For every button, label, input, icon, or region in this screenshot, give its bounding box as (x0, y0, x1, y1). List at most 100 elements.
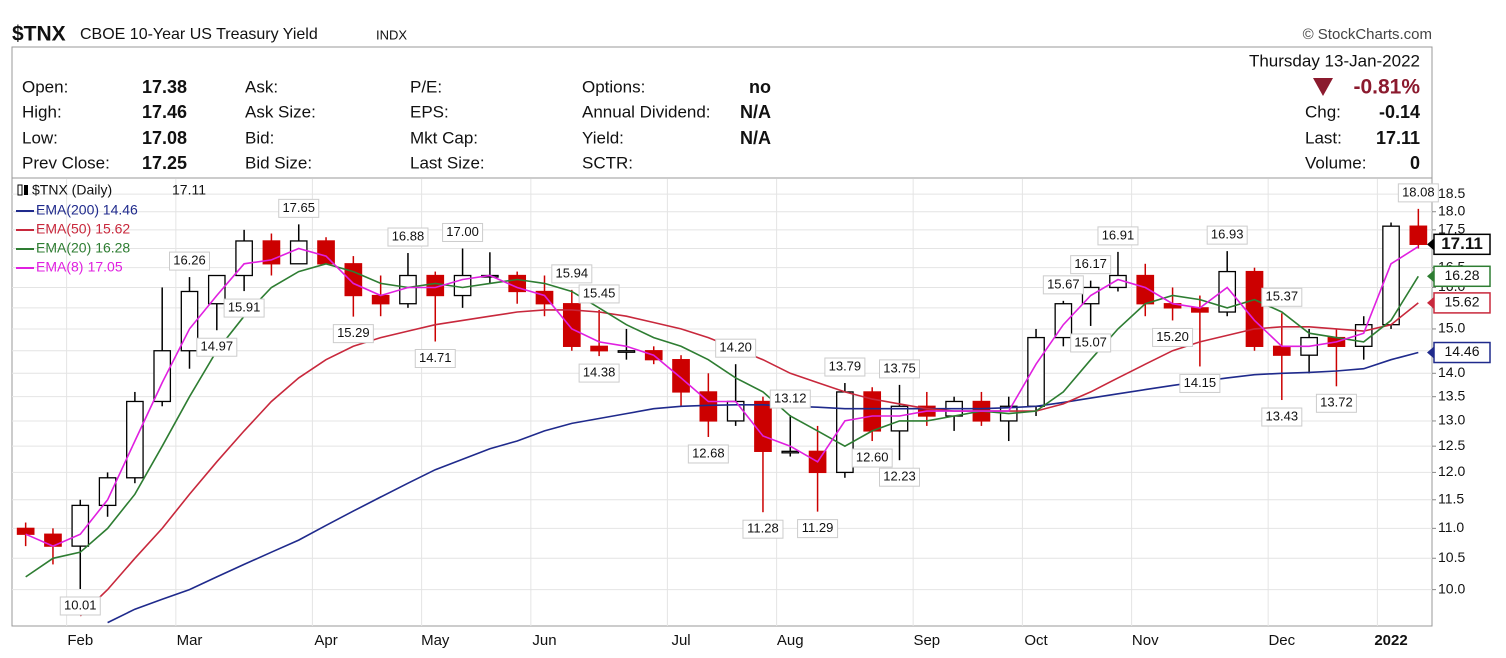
quote-label: P/E: (410, 77, 442, 96)
annotation-label: 15.29 (337, 325, 370, 340)
symbol: $TNX (12, 23, 66, 46)
legend-name: EMA(50) (36, 221, 91, 237)
summary-label: Volume: (1305, 153, 1366, 172)
annotation-label: 10.01 (64, 597, 97, 612)
y-tick-label: 13.5 (1438, 387, 1465, 403)
annotation-label: 14.15 (1184, 375, 1217, 390)
candle-body (890, 405, 909, 432)
annotation-label: 14.20 (719, 340, 752, 355)
price-pointer (1427, 238, 1434, 251)
annotation-box (879, 467, 920, 487)
annotation-box (1070, 333, 1112, 353)
legend-value: 14.46 (103, 202, 138, 218)
candle-body (562, 303, 581, 347)
quote-value: 17.08 (142, 128, 187, 148)
annotation-label: 13.75 (883, 360, 916, 375)
candle-body (289, 240, 308, 265)
annotation-box (578, 284, 620, 304)
price-pointer (1427, 296, 1434, 309)
candle-body (16, 527, 35, 535)
quote-label: Mkt Cap: (410, 128, 478, 147)
annotation-label: 17.00 (446, 224, 479, 239)
frame (11, 46, 1433, 627)
candle-body (590, 345, 608, 352)
x-tick-label: Aug (777, 632, 804, 649)
candle-body (317, 240, 335, 265)
y-tick-label: 18.0 (1438, 202, 1465, 218)
legend-name: EMA(200) (36, 202, 99, 218)
legend-icon (24, 185, 28, 195)
annotation-label: 11.29 (802, 520, 834, 535)
quote-label: Low: (22, 128, 58, 147)
annotation-box (1097, 226, 1139, 246)
annotation-box (551, 264, 593, 284)
price-box-label: 17.11 (1441, 234, 1483, 253)
x-tick-label: Sep (913, 632, 940, 649)
candle-body (153, 350, 172, 403)
annotation-box (414, 348, 456, 368)
quote-label: Yield: (582, 128, 624, 147)
summary-value: -0.14 (1379, 102, 1420, 122)
price-box-label: 14.46 (1444, 343, 1479, 359)
quote-label: Annual Dividend: (582, 102, 711, 121)
x-tick-label: Apr (314, 632, 337, 649)
annotation-box (387, 227, 429, 247)
quote-label: EPS: (410, 102, 449, 121)
annotation-label: 11.28 (747, 521, 779, 536)
annotation-box (687, 444, 729, 464)
candle-body (836, 391, 854, 474)
candle-body (1218, 270, 1237, 313)
annotation-label: 16.88 (392, 228, 425, 243)
quote-value: 17.46 (142, 102, 187, 122)
y-tick-label: 17.5 (1438, 221, 1465, 237)
annotation-box (1315, 393, 1357, 413)
annotation-box (797, 519, 839, 539)
annotation-label: 15.45 (583, 285, 616, 300)
price-pointer (1427, 346, 1434, 359)
quote-label: Last Size: (410, 153, 485, 172)
annotation-box (1152, 327, 1194, 347)
quote-value: 17.38 (142, 77, 187, 97)
change-percent: -0.81% (1353, 76, 1420, 99)
annotation-box (278, 198, 320, 218)
annotation-box (742, 519, 784, 539)
annotation-label: 12.23 (883, 469, 916, 484)
y-tick-label: 12.5 (1438, 437, 1465, 453)
annotation-label: 16.26 (173, 253, 206, 268)
candle-body (672, 359, 690, 393)
annotation-label: 14.38 (583, 365, 616, 380)
candle-body (344, 263, 363, 297)
candle-body (1027, 336, 1045, 407)
exchange: INDX (376, 27, 407, 42)
candle-body (207, 274, 226, 305)
y-tick-label: 10.0 (1438, 580, 1465, 596)
candle-body (1245, 270, 1264, 347)
legend-value: 15.62 (95, 221, 130, 237)
annotation-box (1261, 287, 1303, 307)
quote-date: Thursday 13-Jan-2022 (1249, 51, 1420, 70)
y-tick-label: 11.0 (1438, 519, 1464, 535)
summary-value: 17.11 (1376, 128, 1420, 148)
quote-label: Bid: (245, 128, 274, 147)
candle-body (1136, 274, 1155, 305)
price-box-label: 15.62 (1444, 294, 1479, 310)
candle-body (371, 294, 390, 305)
quote-value: N/A (740, 102, 771, 122)
legend-value: 17.05 (88, 259, 123, 275)
legend-value: 16.28 (95, 240, 130, 256)
candle-body (1409, 225, 1428, 245)
annotation-box (1261, 407, 1303, 427)
quote-label: High: (22, 102, 62, 121)
x-tick-label: 2022 (1374, 632, 1407, 649)
quote-value: 17.25 (142, 153, 187, 173)
annotation-label: 12.68 (692, 445, 725, 460)
legend-name: EMA(20) (36, 240, 91, 256)
price-pointer (1427, 270, 1434, 283)
x-tick-label: Mar (177, 632, 203, 649)
annotation-label: 15.37 (1266, 289, 1299, 304)
quote-label: Ask Size: (245, 102, 316, 121)
annotation-label: 16.17 (1074, 256, 1107, 271)
annotation-box (223, 298, 265, 318)
annotation-label: 16.91 (1102, 227, 1135, 242)
